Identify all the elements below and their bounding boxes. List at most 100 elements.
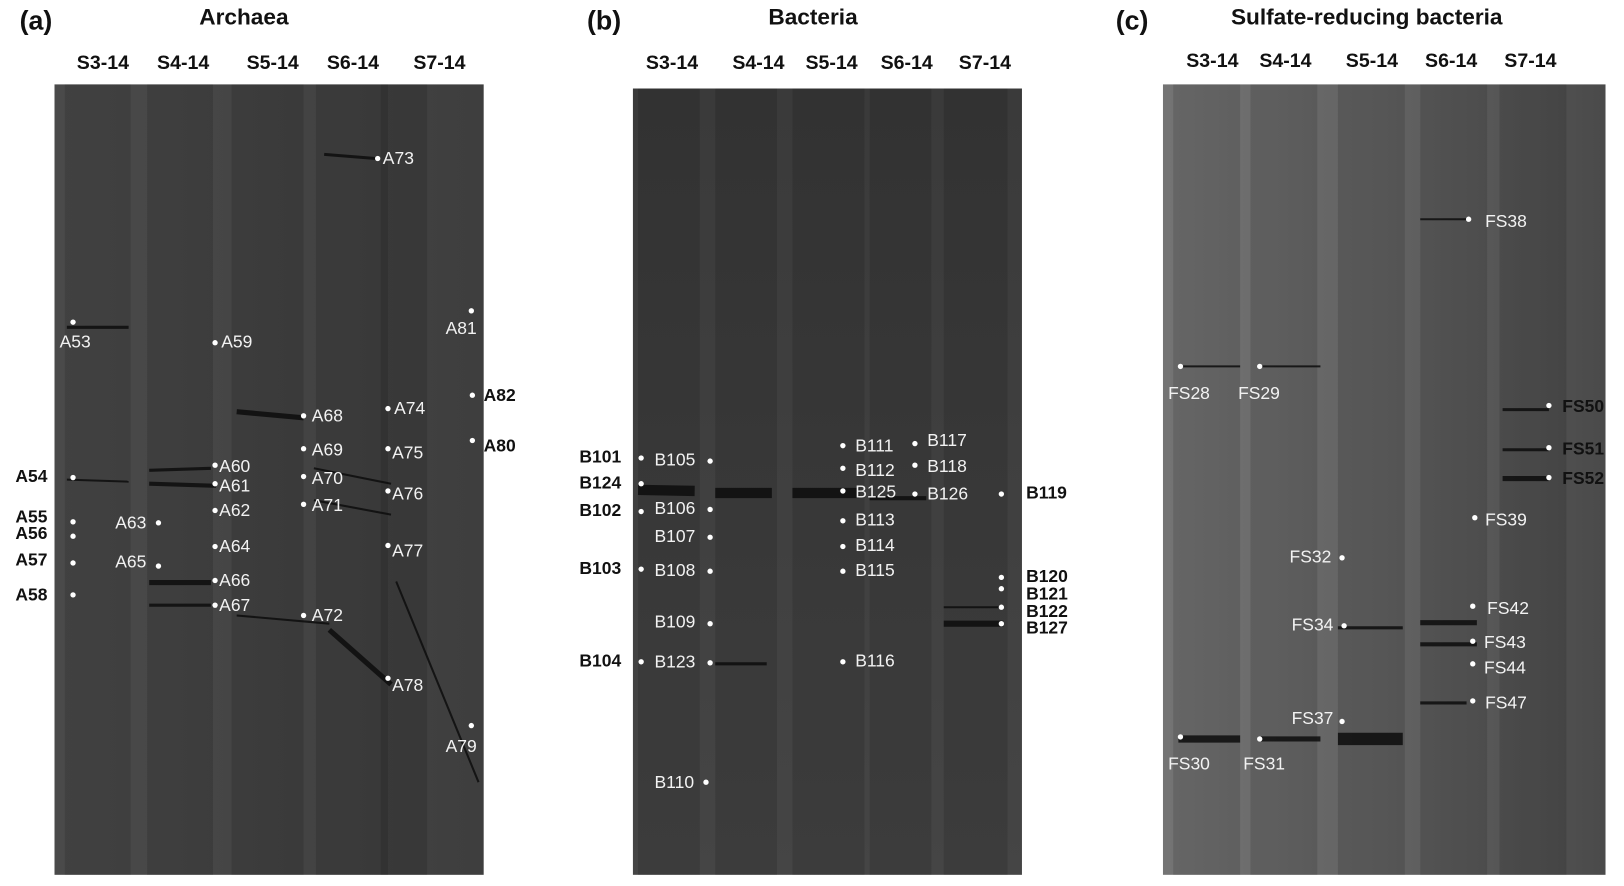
band-label: FS52 xyxy=(1562,468,1604,488)
band-dot xyxy=(1177,734,1184,740)
band-label: FS43 xyxy=(1484,632,1526,652)
band-dot xyxy=(840,518,846,524)
band-label: A57 xyxy=(15,550,47,570)
band-dot xyxy=(300,413,307,419)
band-dot xyxy=(212,462,218,468)
panel-title: Archaea xyxy=(199,5,289,30)
lane-strip xyxy=(1420,84,1488,875)
band-label: FS38 xyxy=(1485,211,1527,231)
panel-title: Bacteria xyxy=(768,5,858,30)
band-label: FS31 xyxy=(1243,753,1285,773)
band xyxy=(313,499,392,516)
band-label: A56 xyxy=(15,523,47,543)
lane-label: S7-14 xyxy=(959,52,1011,74)
band-dot xyxy=(638,659,644,665)
band-label: A78 xyxy=(392,675,423,695)
band-label: A65 xyxy=(115,552,146,572)
band-dot xyxy=(707,568,713,574)
band xyxy=(149,466,211,472)
band-label: A70 xyxy=(312,468,343,488)
band-dot xyxy=(385,675,391,681)
band-label: A74 xyxy=(394,398,425,418)
band-dot xyxy=(155,563,162,569)
lane-label: S7-14 xyxy=(413,52,465,74)
gel-bands xyxy=(64,84,1567,875)
band-label: A55 xyxy=(15,506,47,526)
lane-strip xyxy=(1250,84,1318,875)
band-dot xyxy=(300,446,307,452)
band-dot xyxy=(212,577,218,584)
band-label: A59 xyxy=(221,331,252,351)
band-label: B104 xyxy=(579,650,621,670)
band-dot xyxy=(300,501,307,507)
lane-strip xyxy=(380,84,428,875)
band-label: B117 xyxy=(927,430,967,450)
lane-label: S6-14 xyxy=(1425,50,1477,72)
band-label: A62 xyxy=(219,500,250,520)
band-label: B123 xyxy=(655,651,696,671)
band-dot xyxy=(912,440,918,447)
band-label: B114 xyxy=(855,535,895,555)
band-label: FS47 xyxy=(1485,693,1527,713)
band-label: B122 xyxy=(1026,601,1068,621)
band-dot xyxy=(385,542,391,549)
band-label: B125 xyxy=(855,482,896,502)
band-dot xyxy=(468,722,475,729)
band-dot xyxy=(1546,402,1552,409)
band-label: A76 xyxy=(392,484,423,504)
band-dot xyxy=(638,508,644,515)
lane-strip xyxy=(1173,84,1241,875)
band-dot xyxy=(1470,698,1476,704)
band-label: FS44 xyxy=(1484,658,1526,678)
band-dot xyxy=(70,560,76,566)
band-dot xyxy=(385,488,391,494)
band-dot xyxy=(998,574,1005,581)
panel-title: Sulfate-reducing bacteria xyxy=(1231,5,1503,30)
lane-strip xyxy=(792,88,865,875)
band-label: B118 xyxy=(927,456,967,476)
band-dot xyxy=(1470,603,1476,609)
band-dot xyxy=(840,543,846,550)
lane-label: S3-14 xyxy=(1186,50,1238,72)
lane-strip xyxy=(1337,84,1405,875)
band xyxy=(66,478,129,483)
band-label: B126 xyxy=(927,484,968,504)
lane-label: S4-14 xyxy=(1259,50,1311,72)
band-dot xyxy=(707,660,713,666)
band-dot xyxy=(840,488,846,494)
band xyxy=(149,481,217,488)
band-dot xyxy=(374,155,381,162)
panel-letter: (b) xyxy=(587,6,621,36)
band-label: B105 xyxy=(655,450,696,470)
lane-label: S6-14 xyxy=(881,52,933,74)
band-dot xyxy=(1339,555,1345,561)
band-dot xyxy=(155,520,162,526)
lane-strip xyxy=(231,84,304,875)
band-label: A73 xyxy=(383,148,414,168)
lane-label: S4-14 xyxy=(157,52,209,74)
lane-label: S3-14 xyxy=(646,52,698,74)
band-dot xyxy=(468,308,475,314)
band-label: B101 xyxy=(579,447,621,467)
lane-strip xyxy=(715,88,778,875)
band-label: B120 xyxy=(1026,566,1068,586)
band-label: B112 xyxy=(855,460,895,480)
band-label: B127 xyxy=(1026,617,1068,637)
band-dot xyxy=(707,506,713,513)
lane-label: S7-14 xyxy=(1504,50,1556,72)
band-label: A58 xyxy=(15,585,47,605)
band xyxy=(637,484,695,497)
band-dot xyxy=(1546,445,1552,451)
band-dot xyxy=(1257,736,1263,742)
band-dot xyxy=(212,481,218,487)
band-label: A63 xyxy=(115,512,146,532)
band-dot xyxy=(1546,474,1552,481)
lane-label: S6-14 xyxy=(327,52,379,74)
lane-label: S5-14 xyxy=(805,52,857,74)
lane-strip xyxy=(638,88,700,875)
band-dot xyxy=(1339,718,1345,725)
band-dot xyxy=(1472,515,1478,521)
band-label: FS34 xyxy=(1292,614,1334,634)
band-dot xyxy=(469,437,476,444)
band-label: B115 xyxy=(855,560,895,580)
